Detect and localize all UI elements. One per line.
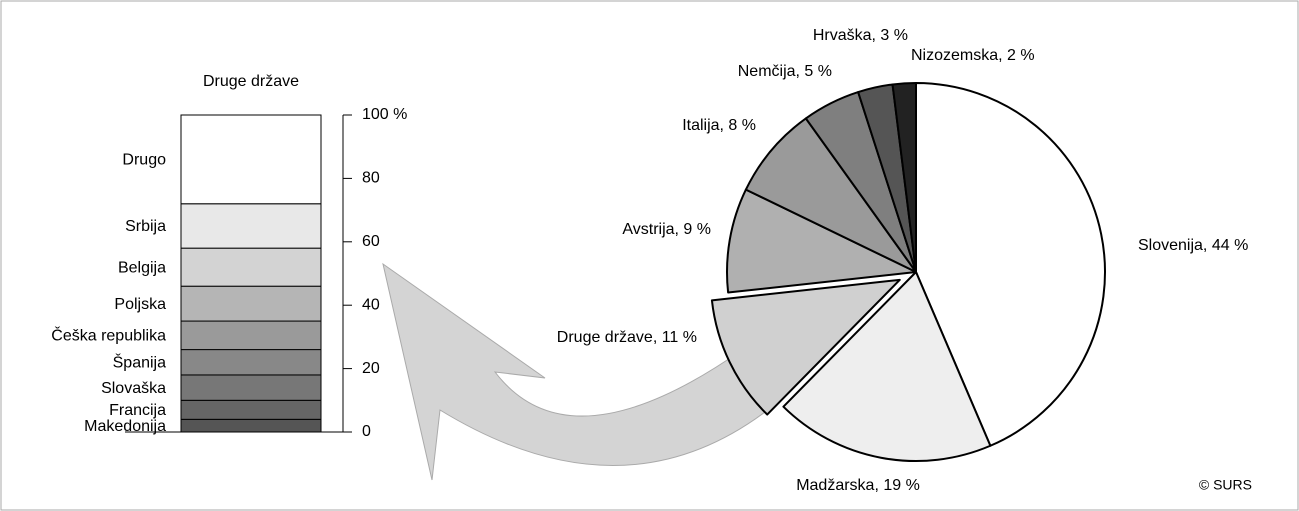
pie-slice <box>782 271 992 462</box>
slice-label: Avstrija, 9 % <box>622 221 711 238</box>
pie-slice <box>891 82 917 273</box>
pie-slice <box>915 82 1106 447</box>
segment-label: Češka republika <box>51 326 166 345</box>
segment-label: Slovaška <box>101 380 166 397</box>
bar-segment <box>180 285 322 322</box>
y-tick-label: 0 <box>362 423 371 440</box>
slice-label: Nizozemska, 2 % <box>911 47 1035 64</box>
slice-label: Madžarska, 19 % <box>796 477 920 494</box>
slice-label: Nemčija, 5 % <box>738 63 832 80</box>
segment-label: Srbija <box>125 218 166 235</box>
bar-segment <box>180 203 322 249</box>
y-tick-label: 40 <box>362 296 380 313</box>
y-tick-label: 20 <box>362 360 380 377</box>
segment-label: Belgija <box>118 259 166 276</box>
bar-segment <box>180 114 322 205</box>
chart-title: Druge države <box>203 73 299 90</box>
segment-label: Makedonija <box>84 418 166 435</box>
pie-slice <box>744 117 917 273</box>
bar-segment <box>180 349 322 376</box>
slice-label: Hrvaška, 3 % <box>813 27 908 44</box>
slice-label: Slovenija, 44 % <box>1138 237 1248 254</box>
y-tick-label: 80 <box>362 170 380 187</box>
y-tick-label: 60 <box>362 233 380 250</box>
segment-label: Drugo <box>122 152 166 169</box>
slice-label: Italija, 8 % <box>682 117 756 134</box>
pie-slice <box>726 188 917 294</box>
bar-segment <box>180 247 322 287</box>
pie-slice <box>710 278 901 416</box>
source: © SURS <box>1199 477 1252 493</box>
slice-label: Druge države, 11 % <box>557 329 697 346</box>
segment-label: Francija <box>109 402 166 419</box>
bar-segment <box>180 320 322 351</box>
segment-label: Poljska <box>114 296 166 313</box>
bar-segment <box>180 399 322 420</box>
y-tick-label: 100 % <box>362 106 407 123</box>
bar-segment <box>180 418 322 433</box>
segment-label: Španija <box>113 352 166 371</box>
bar-segment <box>180 374 322 401</box>
